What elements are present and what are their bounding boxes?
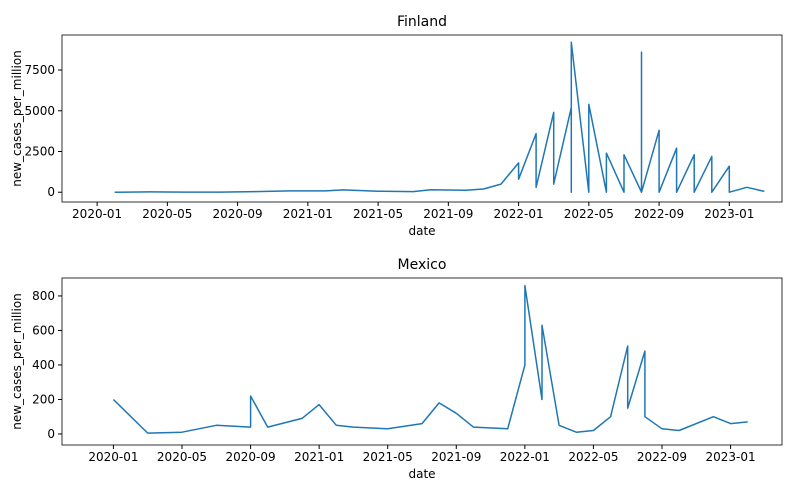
y-tick-label: 400 xyxy=(32,358,55,372)
y-tick-label: 800 xyxy=(32,289,55,303)
chart-title: Finland xyxy=(397,14,447,30)
x-tick-label: 2020-01 xyxy=(72,207,122,221)
x-tick-label: 2022-09 xyxy=(634,207,684,221)
plot-frame xyxy=(61,34,783,203)
x-tick-label: 2022-05 xyxy=(564,207,614,221)
x-tick-label: 2020-05 xyxy=(157,450,207,464)
x-tick-label: 2020-05 xyxy=(142,207,192,221)
y-tick-label: 600 xyxy=(32,323,55,337)
x-tick-label: 2023-01 xyxy=(704,207,754,221)
data-line xyxy=(112,284,748,434)
x-tick-label: 2022-05 xyxy=(568,450,618,464)
y-tick-label: 2500 xyxy=(24,144,55,158)
x-tick-label: 2021-05 xyxy=(363,450,413,464)
x-tick-label: 2020-09 xyxy=(226,450,276,464)
x-tick-label: 2021-05 xyxy=(353,207,403,221)
x-tick-label: 2022-01 xyxy=(500,450,550,464)
x-tick-label: 2021-09 xyxy=(431,450,481,464)
y-tick-label: 7500 xyxy=(24,63,55,77)
x-tick-label: 2022-01 xyxy=(494,207,544,221)
y-tick-label: 0 xyxy=(47,185,55,199)
y-tick-label: 5000 xyxy=(24,104,55,118)
x-tick-label: 2021-09 xyxy=(423,207,473,221)
x-tick-label: 2022-09 xyxy=(637,450,687,464)
x-axis-label: date xyxy=(408,467,435,481)
x-tick-label: 2020-01 xyxy=(88,450,138,464)
y-tick-label: 200 xyxy=(32,392,55,406)
y-axis-label: new_cases_per_million xyxy=(10,293,24,430)
x-tick-label: 2023-01 xyxy=(706,450,756,464)
y-axis-label: new_cases_per_million xyxy=(10,50,24,187)
plot-frame xyxy=(61,277,783,446)
chart-title: Mexico xyxy=(398,257,447,273)
x-tick-label: 2021-01 xyxy=(283,207,333,221)
x-tick-label: 2021-01 xyxy=(294,450,344,464)
data-line xyxy=(114,41,765,193)
x-axis-label: date xyxy=(408,224,435,238)
y-tick-label: 0 xyxy=(47,427,55,441)
x-tick-label: 2020-09 xyxy=(213,207,263,221)
